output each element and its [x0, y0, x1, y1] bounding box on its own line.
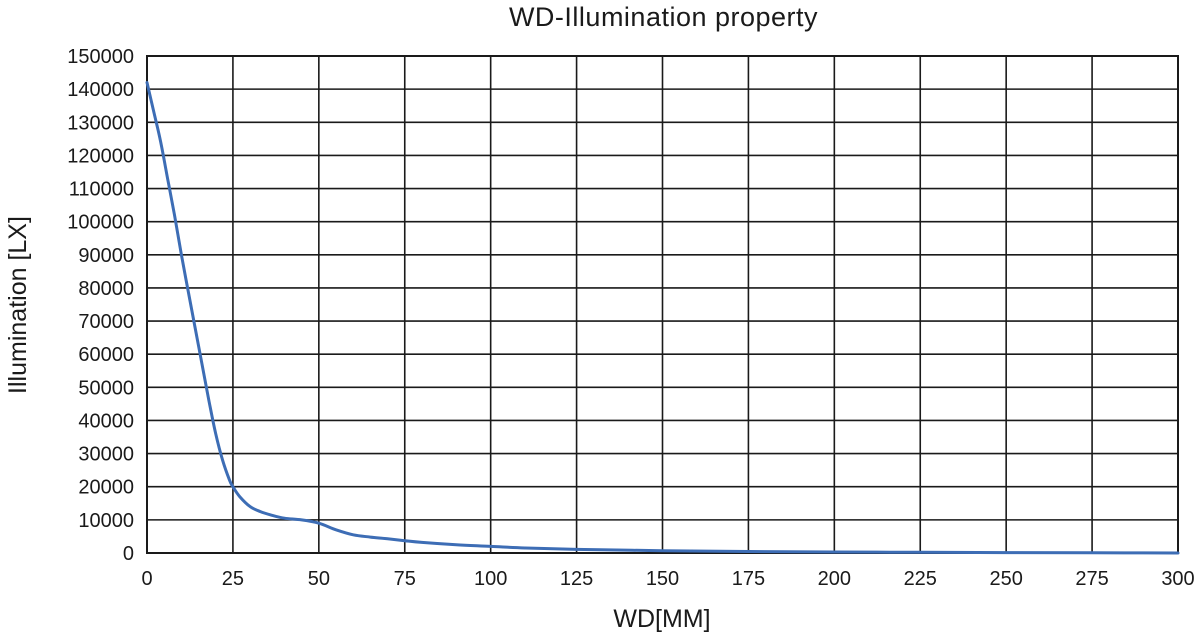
x-tick-label: 100 [474, 568, 507, 590]
x-tick-label: 250 [989, 568, 1022, 590]
x-tick-label: 125 [560, 568, 593, 590]
y-tick-label: 110000 [69, 179, 134, 201]
y-tick-label: 10000 [78, 510, 134, 532]
y-tick-label: 40000 [78, 410, 134, 432]
y-tick-label: 60000 [78, 344, 134, 366]
x-axis-label: WD[MM] [613, 605, 710, 633]
x-tick-label: 275 [1075, 568, 1108, 590]
x-tick-label: 25 [222, 568, 244, 590]
plot-frame [146, 55, 1179, 554]
y-tick-label: 120000 [67, 145, 134, 167]
y-tick-label: 100000 [67, 212, 134, 234]
x-tick-label: 75 [394, 568, 416, 590]
y-axis-label: Illumination [LX] [4, 216, 32, 394]
y-tick-label: 50000 [78, 377, 134, 399]
x-tick-label: 175 [732, 568, 765, 590]
y-tick-label: 130000 [67, 112, 134, 134]
x-tick-label: 0 [141, 568, 152, 590]
y-tick-label: 30000 [78, 444, 134, 466]
y-tick-label: 80000 [78, 278, 134, 300]
y-axis-ticks: 0 10000 20000 30000 40000 50000 60000 70000 8000… [67, 46, 134, 565]
x-axis-ticks: 0 25 50 75 100 125 150 175 200 225 250 275 300 [141, 568, 1194, 590]
y-tick-label: 90000 [78, 245, 134, 267]
y-tick-label: 150000 [67, 46, 134, 68]
series-line-illumination [145, 81, 1180, 555]
y-tick-label: 0 [123, 543, 134, 565]
y-tick-label: 140000 [67, 79, 134, 101]
x-tick-label: 50 [308, 568, 330, 590]
y-tick-label: 20000 [78, 477, 134, 499]
x-tick-label: 150 [646, 568, 679, 590]
y-tick-label: 70000 [78, 311, 134, 333]
x-tick-label: 225 [904, 568, 937, 590]
grid [146, 55, 1179, 554]
x-tick-label: 200 [818, 568, 851, 590]
x-tick-label: 300 [1161, 568, 1194, 590]
chart-title: WD-Illumination property [508, 2, 819, 32]
